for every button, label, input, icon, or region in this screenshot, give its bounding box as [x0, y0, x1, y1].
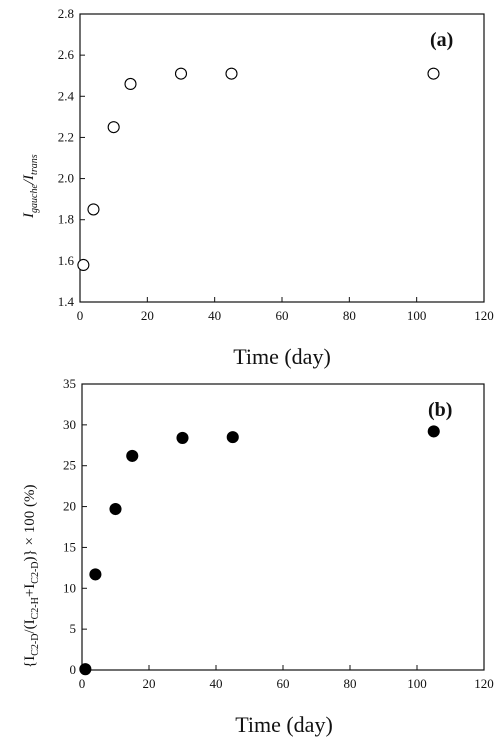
panel-a-x-axis-label: Time (day) — [233, 344, 331, 369]
panel-a-points — [77, 67, 440, 272]
panel-a-y-axis-label: Igauche/Itrans — [21, 154, 40, 219]
panel-a-x-tick-label: 0 — [77, 308, 84, 323]
panel-b-plot-frame — [81, 383, 485, 671]
panel-b-ylabel-p4: )} × 100 (%) — [22, 485, 38, 562]
panel-b: 0 5 10 15 20 25 30 35 0 20 40 60 80 100 120 (b) Time … — [22, 376, 494, 737]
panel-a-data-point — [427, 67, 440, 80]
panel-b-ylabel-p1: {I — [22, 656, 38, 668]
panel-b-data-point — [226, 431, 239, 444]
panel-b-data-point — [109, 502, 122, 516]
panel-a-x-tick-label: 80 — [343, 308, 356, 323]
panel-a-data-point — [225, 67, 238, 80]
panel-a-y-tick-label: 1.8 — [58, 212, 74, 227]
panel-b-ylabel-p2: /(I — [22, 619, 38, 633]
panel-b-y-tick-label: 35 — [63, 376, 76, 391]
panel-b-data-point — [89, 568, 102, 581]
panel-a-ylabel-sub2: trans — [29, 154, 40, 175]
panel-a-x-tick-label: 20 — [141, 308, 154, 323]
panel-a-data-point — [87, 203, 100, 216]
panel-a-y-tick-label: 2.0 — [58, 171, 74, 186]
panel-b-data-point — [126, 449, 139, 462]
panel-b-ylabel-s3: C2-D — [30, 561, 41, 583]
panel-b-ylabel-p3: +I — [22, 584, 38, 597]
panel-a-data-point — [174, 67, 188, 80]
panel-b-x-tick-label: 40 — [210, 676, 223, 691]
panel-a-y-tick-label: 2.2 — [58, 129, 74, 144]
panel-b-x-tick-label: 100 — [407, 676, 427, 691]
panel-b-points — [79, 425, 440, 676]
panel-b-x-axis-label: Time (day) — [235, 712, 333, 737]
panel-a: 1.4 1.6 1.8 2.0 2.2 2.4 2.6 2.8 0 20 40 60 80 100 120… — [21, 6, 494, 369]
panel-b-x-tick-label: 60 — [277, 676, 290, 691]
panel-a-data-point — [77, 258, 90, 272]
panel-a-x-tick-label: 100 — [407, 308, 427, 323]
panel-a-x-ticks: 0 20 40 60 80 100 120 — [77, 297, 494, 323]
panel-a-plot-frame — [79, 13, 485, 303]
panel-a-ylabel-sub1: gauche — [29, 184, 40, 213]
panel-b-ylabel-s1: C2-D — [30, 634, 41, 656]
panel-b-y-tick-label: 0 — [70, 662, 77, 677]
panel-a-y-tick-label: 1.4 — [58, 294, 75, 309]
panel-a-data-point — [107, 121, 120, 134]
panel-b-y-axis-label: {IC2-D/(IC2-H+IC2-D)} × 100 (%) — [22, 485, 41, 668]
panel-b-y-ticks: 0 5 10 15 20 25 30 35 — [63, 376, 87, 677]
panel-b-y-tick-label: 30 — [63, 417, 76, 432]
panel-a-ylabel-i2: /I — [21, 174, 37, 185]
panel-a-x-tick-label: 60 — [276, 308, 289, 323]
panel-b-x-tick-label: 0 — [79, 676, 86, 691]
panel-b-y-tick-label: 20 — [63, 499, 76, 514]
panel-b-x-tick-label: 20 — [143, 676, 156, 691]
panel-b-label: (b) — [428, 399, 452, 421]
panel-a-y-ticks: 1.4 1.6 1.8 2.0 2.2 2.4 2.6 2.8 — [58, 6, 85, 309]
panel-a-x-tick-label: 40 — [208, 308, 221, 323]
panel-a-y-tick-label: 1.6 — [58, 253, 75, 268]
panel-b-y-tick-label: 25 — [63, 458, 76, 473]
panel-b-data-point — [427, 425, 440, 438]
panel-b-x-tick-label: 80 — [344, 676, 357, 691]
panel-b-data-point — [176, 431, 189, 444]
panel-a-y-tick-label: 2.4 — [58, 88, 75, 103]
panel-b-data-point — [79, 663, 92, 676]
panel-a-label: (a) — [430, 29, 453, 51]
panel-b-y-tick-label: 5 — [70, 621, 77, 636]
panel-a-y-tick-label: 2.8 — [58, 6, 74, 21]
panel-a-ylabel-i1: I — [21, 212, 37, 219]
panel-b-ylabel-s2: C2-H — [30, 597, 41, 619]
panel-a-y-tick-label: 2.6 — [58, 47, 75, 62]
panel-b-x-tick-label: 120 — [474, 676, 494, 691]
panel-a-x-tick-label: 120 — [474, 308, 494, 323]
panel-b-y-tick-label: 15 — [63, 539, 76, 554]
panel-a-data-point — [124, 77, 137, 90]
panel-b-y-tick-label: 10 — [63, 580, 76, 595]
panel-b-x-ticks: 0 20 40 60 80 100 120 — [79, 665, 494, 691]
